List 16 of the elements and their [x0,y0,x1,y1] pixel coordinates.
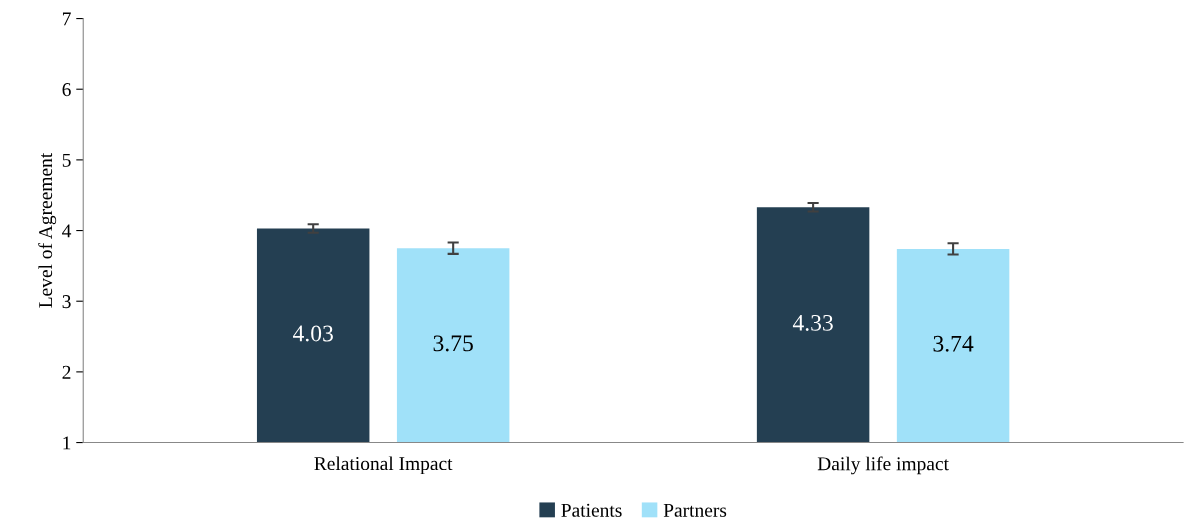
y-tick-label: 4 [62,224,72,238]
y-tick-label: 6 [62,83,71,97]
data-label: 4.03 [292,325,333,342]
data-label: 3.75 [433,335,473,352]
y-tick-label: 2 [62,365,71,379]
x-tick-label: Daily life impact [817,456,949,475]
y-axis-title: Level of Agreement [38,152,57,308]
y-tick-label: 1 [63,436,71,450]
legend-label: Partners [663,503,727,517]
data-label: 4.33 [792,314,833,331]
y-tick-label: 7 [62,12,71,26]
x-tick-label: Relational Impact [314,456,453,475]
legend-label: Patients [561,503,622,517]
data-label: 3.74 [933,335,974,352]
y-tick-label: 3 [62,295,71,309]
y-tick-label: 5 [62,153,71,167]
